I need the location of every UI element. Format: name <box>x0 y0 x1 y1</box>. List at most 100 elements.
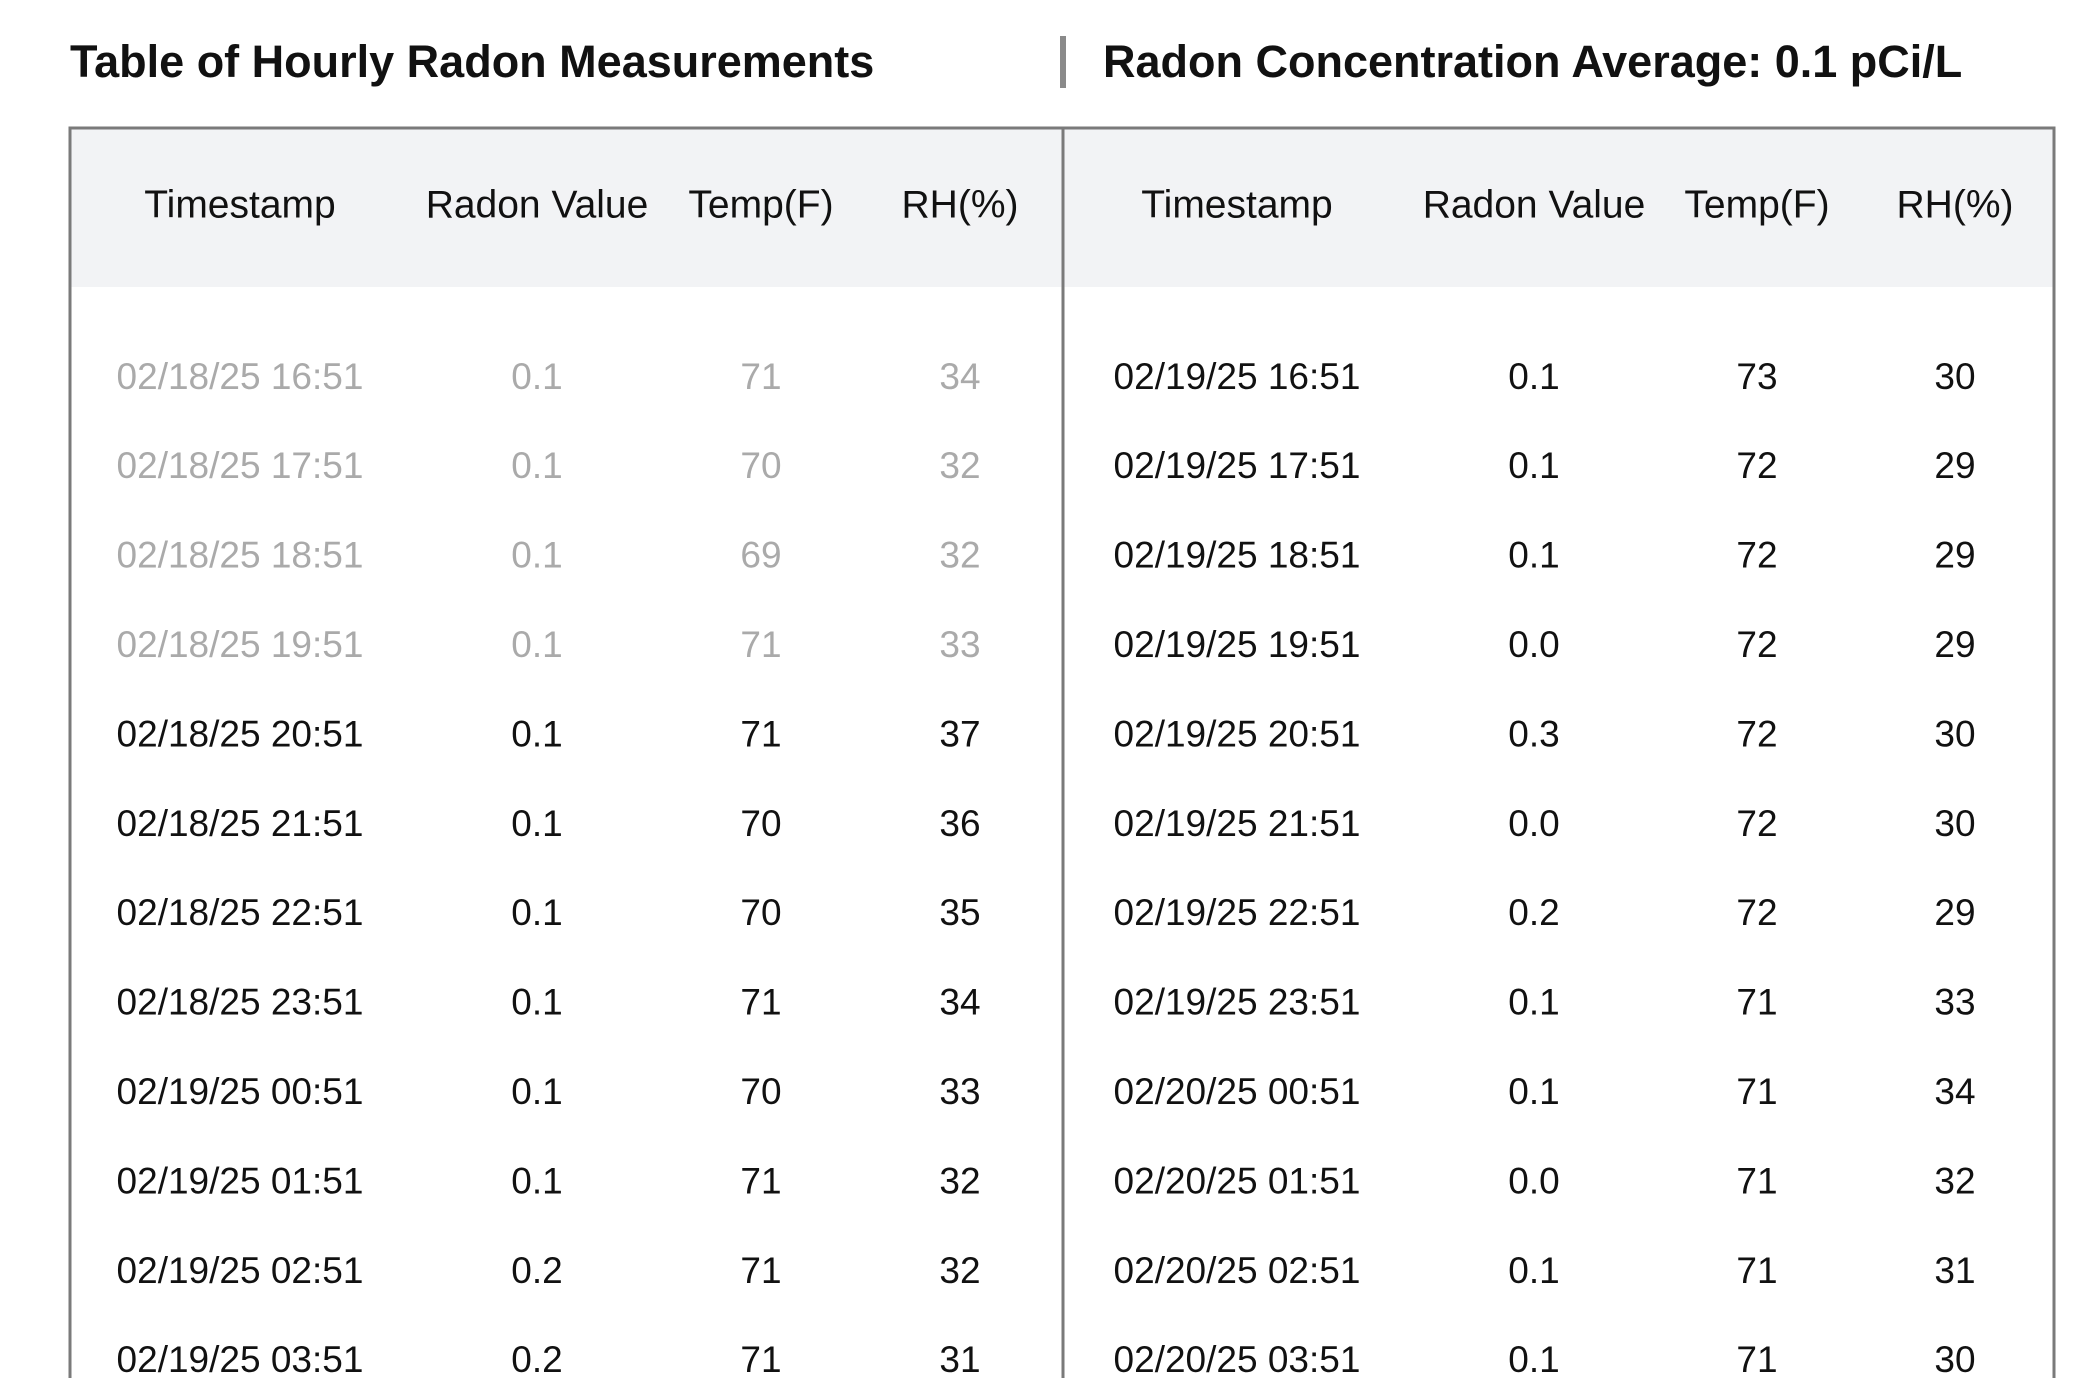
table-cell: 0.1 <box>1508 982 1559 1023</box>
table-cell: 02/20/25 02:51 <box>1114 1250 1361 1291</box>
table-cell: 0.1 <box>511 803 562 844</box>
page-title: Table of Hourly Radon Measurements <box>70 36 874 87</box>
table-cell: 02/19/25 18:51 <box>1114 535 1361 576</box>
table-cell: 0.1 <box>1508 1071 1559 1112</box>
column-header: RH(%) <box>902 183 1019 226</box>
column-header: Temp(F) <box>1684 183 1829 226</box>
table-cell: 02/20/25 00:51 <box>1114 1071 1361 1112</box>
table-cell: 32 <box>939 445 980 486</box>
table-cell: 32 <box>939 1160 980 1201</box>
table-cell: 02/19/25 02:51 <box>117 1250 364 1291</box>
column-header: RH(%) <box>1897 183 2014 226</box>
table-cell: 0.2 <box>511 1339 562 1378</box>
table-cell: 29 <box>1934 535 1975 576</box>
table-cell: 30 <box>1934 356 1975 397</box>
table-cell: 02/19/25 20:51 <box>1114 713 1361 754</box>
table-cell: 33 <box>939 624 980 665</box>
table-cell: 02/18/25 17:51 <box>117 445 364 486</box>
header-band <box>1063 127 2054 287</box>
table-cell: 72 <box>1736 713 1777 754</box>
table-cell: 02/18/25 22:51 <box>117 892 364 933</box>
table-cell: 02/18/25 16:51 <box>117 356 364 397</box>
table-cell: 02/19/25 21:51 <box>1114 803 1361 844</box>
table-cell: 71 <box>740 1160 781 1201</box>
table-cell: 71 <box>740 713 781 754</box>
table-cell: 0.1 <box>1508 1339 1559 1378</box>
title-separator <box>1060 36 1066 88</box>
table-cell: 70 <box>740 445 781 486</box>
table-cell: 0.1 <box>1508 445 1559 486</box>
table-cell: 72 <box>1736 803 1777 844</box>
table-cell: 02/19/25 00:51 <box>117 1071 364 1112</box>
table-cell: 31 <box>1934 1250 1975 1291</box>
table-cell: 29 <box>1934 624 1975 665</box>
table-cell: 0.1 <box>511 892 562 933</box>
table-cell: 72 <box>1736 624 1777 665</box>
table-cell: 0.1 <box>511 713 562 754</box>
table-cell: 31 <box>939 1339 980 1378</box>
table-cell: 69 <box>740 535 781 576</box>
table-cell: 70 <box>740 892 781 933</box>
table-cell: 0.1 <box>1508 535 1559 576</box>
column-header: Timestamp <box>144 183 335 226</box>
table-cell: 35 <box>939 892 980 933</box>
table-cell: 02/20/25 01:51 <box>1114 1160 1361 1201</box>
table-cell: 32 <box>1934 1160 1975 1201</box>
table-cell: 0.1 <box>1508 356 1559 397</box>
table-cell: 71 <box>740 1250 781 1291</box>
column-header: Timestamp <box>1141 183 1332 226</box>
table-cell: 72 <box>1736 892 1777 933</box>
table-cell: 34 <box>939 356 980 397</box>
table-cell: 72 <box>1736 535 1777 576</box>
table-cell: 0.0 <box>1508 803 1559 844</box>
table-cell: 72 <box>1736 445 1777 486</box>
table-cell: 32 <box>939 1250 980 1291</box>
table-cell: 33 <box>939 1071 980 1112</box>
table-cell: 02/19/25 03:51 <box>117 1339 364 1378</box>
table-cell: 02/19/25 19:51 <box>1114 624 1361 665</box>
table-cell: 02/19/25 22:51 <box>1114 892 1361 933</box>
table-cell: 29 <box>1934 892 1975 933</box>
table-cell: 02/18/25 21:51 <box>117 803 364 844</box>
table-cell: 70 <box>740 1071 781 1112</box>
table-cell: 02/18/25 23:51 <box>117 982 364 1023</box>
table-cell: 0.1 <box>511 445 562 486</box>
table-cell: 71 <box>1736 982 1777 1023</box>
table-cell: 0.1 <box>511 535 562 576</box>
table-cell: 71 <box>740 1339 781 1378</box>
table-cell: 34 <box>1934 1071 1975 1112</box>
table-cell: 71 <box>740 624 781 665</box>
table-cell: 37 <box>939 713 980 754</box>
table-cell: 02/19/25 16:51 <box>1114 356 1361 397</box>
table-cell: 71 <box>1736 1071 1777 1112</box>
table-cell: 34 <box>939 982 980 1023</box>
table-border <box>68 126 2056 1378</box>
table-cell: 0.0 <box>1508 1160 1559 1201</box>
table-cell: 71 <box>740 356 781 397</box>
table-cell: 0.1 <box>511 624 562 665</box>
table-cell: 30 <box>1934 1339 1975 1378</box>
table-cell: 73 <box>1736 356 1777 397</box>
table-cell: 0.1 <box>511 982 562 1023</box>
table-cell: 30 <box>1934 713 1975 754</box>
column-header: Temp(F) <box>688 183 833 226</box>
table-cell: 02/19/25 01:51 <box>117 1160 364 1201</box>
table-cell: 36 <box>939 803 980 844</box>
table-cell: 0.0 <box>1508 624 1559 665</box>
table-cell: 71 <box>1736 1339 1777 1378</box>
table-cell: 02/18/25 20:51 <box>117 713 364 754</box>
table-cell: 30 <box>1934 803 1975 844</box>
column-header: Radon Value <box>426 183 649 226</box>
table-cell: 33 <box>1934 982 1975 1023</box>
header-band <box>70 127 1063 287</box>
table-cell: 02/18/25 18:51 <box>117 535 364 576</box>
table-cell: 0.1 <box>511 1071 562 1112</box>
table-cell: 70 <box>740 803 781 844</box>
table-cell: 02/20/25 03:51 <box>1114 1339 1361 1378</box>
table-cell: 0.2 <box>1508 892 1559 933</box>
average-title: Radon Concentration Average: 0.1 pCi/L <box>1103 36 1962 87</box>
column-header: Radon Value <box>1423 183 1646 226</box>
table-cell: 0.1 <box>511 356 562 397</box>
